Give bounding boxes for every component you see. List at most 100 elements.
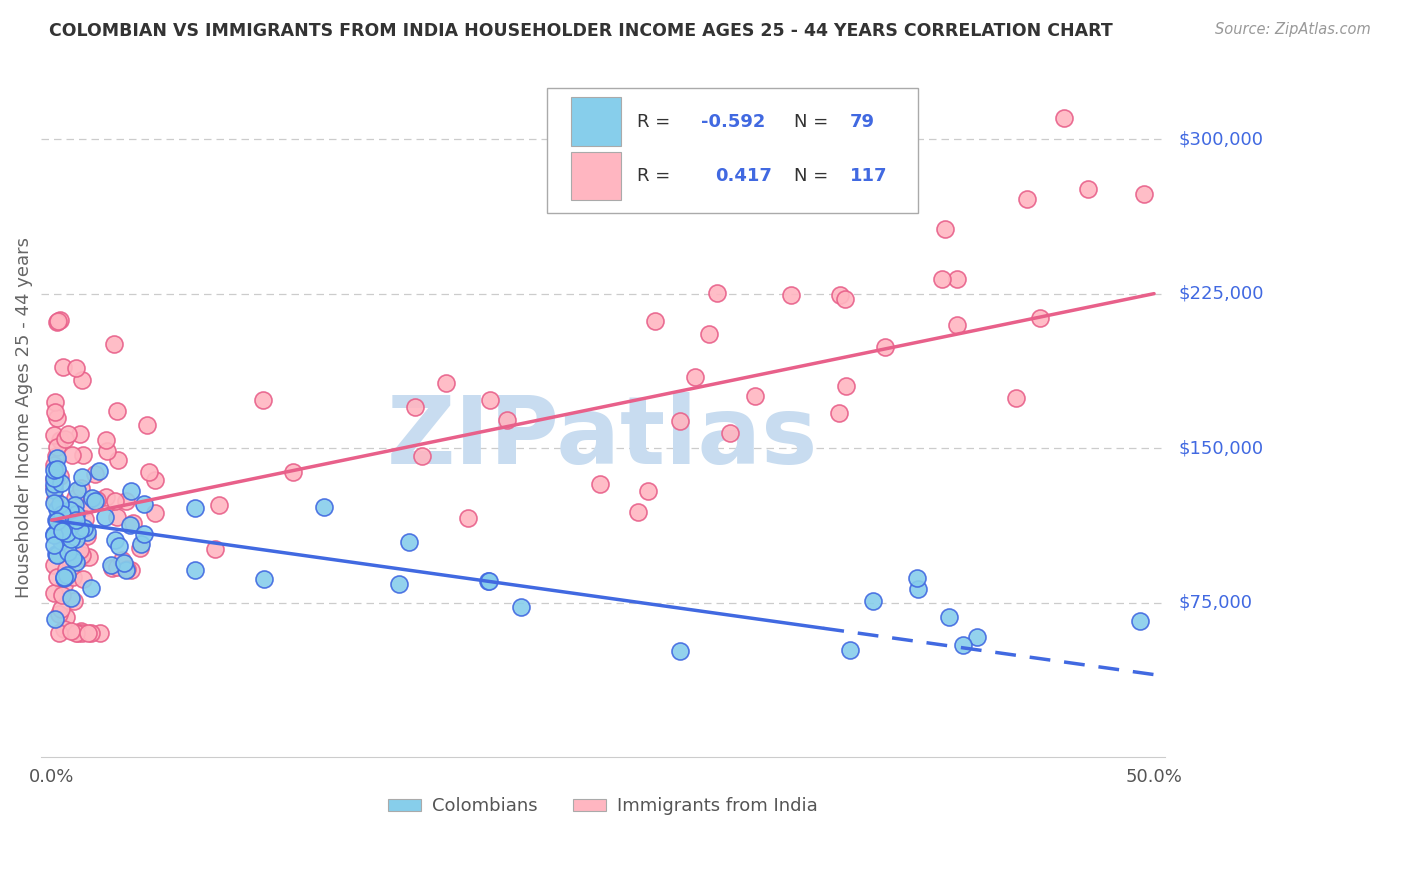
Legend: Colombians, Immigrants from India: Colombians, Immigrants from India <box>381 790 825 822</box>
FancyBboxPatch shape <box>571 97 621 146</box>
Point <box>111 553 134 567</box>
Point <box>862 594 884 608</box>
Point <box>143 506 166 520</box>
Point <box>60 448 83 462</box>
Point <box>388 577 411 591</box>
Point <box>75 500 97 515</box>
Point <box>398 534 420 549</box>
Point <box>938 610 960 624</box>
Point <box>56 526 79 541</box>
Point <box>945 318 967 333</box>
Point <box>828 406 851 420</box>
Point <box>51 507 73 521</box>
Point <box>69 524 91 538</box>
Point <box>70 548 93 562</box>
Point <box>114 493 136 508</box>
Point <box>45 502 67 516</box>
Point <box>51 524 73 539</box>
Point <box>44 492 66 507</box>
Point <box>312 500 335 514</box>
Point <box>45 547 67 561</box>
Point <box>51 524 73 538</box>
Point <box>53 432 76 446</box>
Point <box>184 563 207 577</box>
Point <box>1053 112 1076 126</box>
Point <box>907 582 929 597</box>
Point <box>49 534 72 549</box>
Point <box>44 612 66 626</box>
Point <box>42 496 65 510</box>
Point <box>46 514 69 528</box>
Point <box>55 566 77 580</box>
Point <box>84 494 107 508</box>
Point <box>780 288 803 302</box>
Point <box>49 602 72 616</box>
Point <box>70 470 93 484</box>
Point <box>478 574 501 588</box>
Point <box>46 522 69 536</box>
Point <box>53 541 76 556</box>
Point <box>53 509 76 524</box>
Point <box>1005 391 1028 405</box>
Point <box>183 500 205 515</box>
Point <box>135 418 157 433</box>
Text: 117: 117 <box>851 167 887 185</box>
Point <box>45 450 67 464</box>
Point <box>411 449 433 463</box>
Point <box>46 570 69 584</box>
Point <box>49 312 72 326</box>
Point <box>934 222 956 236</box>
Point <box>96 443 118 458</box>
Point <box>63 594 86 608</box>
Text: $75,000: $75,000 <box>1180 593 1253 612</box>
Point <box>143 474 166 488</box>
Point <box>835 378 858 392</box>
Point <box>66 483 89 498</box>
Point <box>72 572 94 586</box>
Point <box>952 638 974 652</box>
Point <box>59 532 82 546</box>
Point <box>108 539 131 553</box>
Point <box>496 412 519 426</box>
Point <box>51 529 73 543</box>
Point <box>56 426 79 441</box>
Point <box>48 498 70 512</box>
Point <box>120 517 142 532</box>
Point <box>104 493 127 508</box>
Point <box>103 336 125 351</box>
Point <box>1129 615 1152 629</box>
Point <box>46 462 69 476</box>
Point <box>830 288 852 302</box>
Point <box>46 548 69 562</box>
Point <box>105 404 128 418</box>
Point <box>107 452 129 467</box>
Point <box>120 483 142 498</box>
Point <box>42 480 65 494</box>
Point <box>77 626 100 640</box>
Text: COLOMBIAN VS IMMIGRANTS FROM INDIA HOUSEHOLDER INCOME AGES 25 - 44 YEARS CORRELA: COLOMBIAN VS IMMIGRANTS FROM INDIA HOUSE… <box>49 22 1114 40</box>
Point <box>42 458 65 473</box>
Point <box>129 537 152 551</box>
Point <box>129 541 152 555</box>
Point <box>120 563 142 577</box>
Point <box>84 467 107 481</box>
Point <box>77 549 100 564</box>
Text: 79: 79 <box>851 112 876 130</box>
Point <box>49 475 72 490</box>
Point <box>60 624 83 638</box>
Point <box>62 570 84 584</box>
Point <box>94 509 117 524</box>
FancyBboxPatch shape <box>547 87 918 213</box>
Point <box>46 501 69 516</box>
Point <box>69 427 91 442</box>
Point <box>89 626 111 640</box>
Text: $300,000: $300,000 <box>1180 130 1264 148</box>
Point <box>644 314 666 328</box>
Point <box>94 490 117 504</box>
Point <box>44 527 66 541</box>
Point <box>115 563 138 577</box>
Point <box>45 470 67 484</box>
Point <box>101 561 124 575</box>
Point <box>42 528 65 542</box>
Point <box>44 427 66 442</box>
